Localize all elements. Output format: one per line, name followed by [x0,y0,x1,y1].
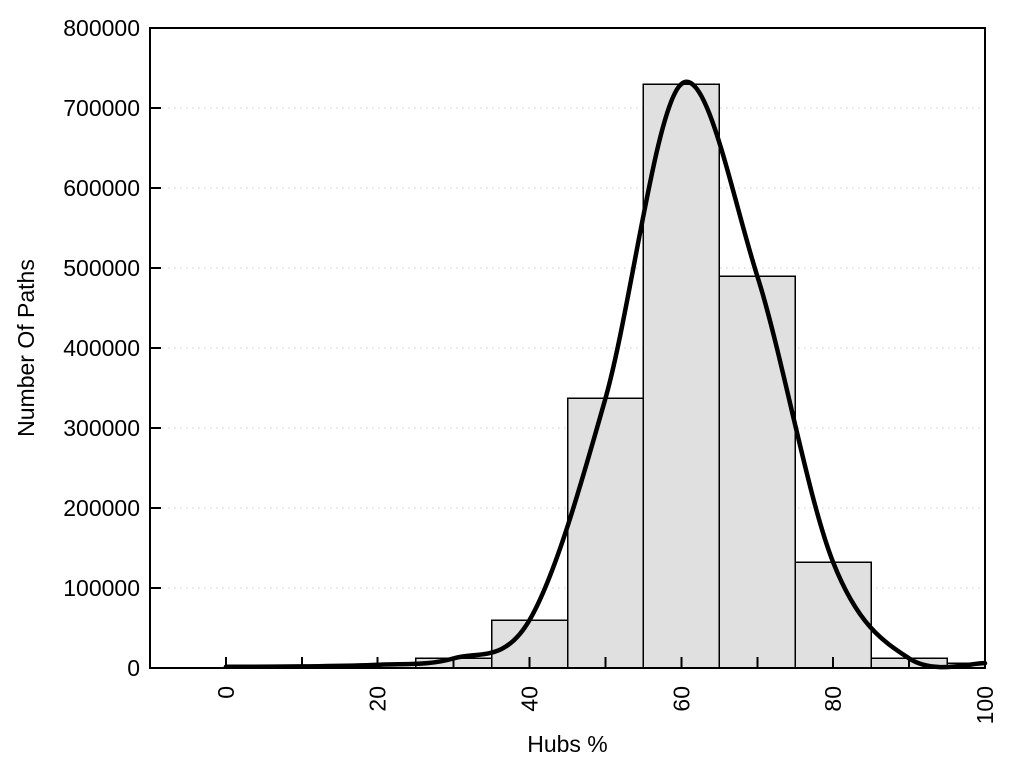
y-tick-label: 500000 [63,255,140,281]
x-tick-labels: 0 20 40 60 80 100 [213,686,998,724]
x-tick-label: 80 [820,686,846,712]
y-tick-label: 200000 [63,495,140,521]
y-tick-label: 800000 [63,15,140,41]
x-tick-label: 60 [668,686,694,712]
histogram-bars [414,83,986,669]
y-axis-title: Number Of Paths [13,259,39,437]
gridlines [150,107,985,589]
histogram-bar [642,83,721,669]
y-tick-label: 600000 [63,175,140,201]
x-tick-label: 20 [365,686,391,712]
histogram-bar [718,275,796,669]
x-axis-title: Hubs % [527,731,608,757]
y-tick-label: 0 [127,655,140,681]
y-tick-label: 400000 [63,335,140,361]
y-tick-label: 300000 [63,415,140,441]
x-tick-label: 0 [213,686,239,699]
axis-ticks [150,27,986,669]
fit-curve [223,79,988,670]
y-tick-labels: 0 100000 200000 300000 400000 500000 600000 700… [63,15,140,681]
y-tick-label: 700000 [63,95,140,121]
x-tick-label: 100 [972,686,998,724]
y-tick-label: 100000 [63,575,140,601]
histogram-bar [566,397,645,669]
x-tick-label: 40 [517,686,543,712]
